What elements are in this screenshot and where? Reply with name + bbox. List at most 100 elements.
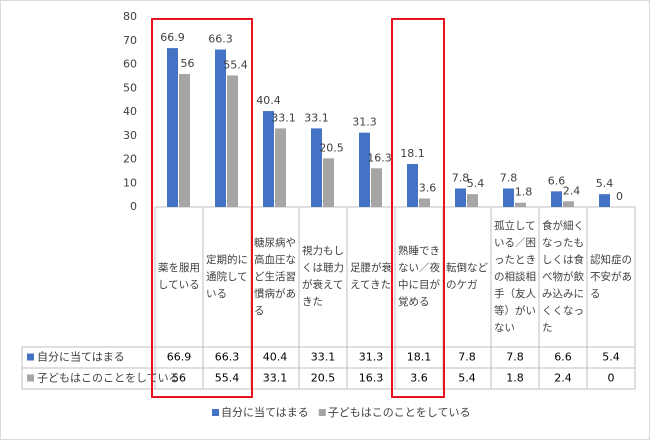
table-value: 16.3 bbox=[359, 372, 384, 385]
x-tick-label: 薬を服用している bbox=[158, 262, 200, 291]
table-value: 33.1 bbox=[263, 372, 288, 385]
table-value: 31.3 bbox=[359, 351, 384, 364]
data-label: 66.9 bbox=[160, 31, 185, 44]
legend-label: 子どもはこのことをしている bbox=[328, 406, 471, 419]
data-label: 40.4 bbox=[256, 94, 281, 107]
category-label-box: 転倒などのケガ bbox=[446, 262, 488, 291]
bar bbox=[167, 48, 178, 207]
x-tick-label: 孤立している／困ったときの相談相手（友人等）がいない bbox=[494, 219, 536, 334]
table-series-name: 自分に当てはまる bbox=[37, 350, 125, 364]
data-label: 7.8 bbox=[452, 171, 470, 184]
bar bbox=[515, 202, 526, 207]
category-label-box: 定期的に通院している bbox=[206, 253, 248, 300]
y-tick-label: 40 bbox=[123, 105, 137, 118]
data-label: 16.3 bbox=[367, 151, 392, 164]
data-label: 5.4 bbox=[467, 177, 485, 190]
bar bbox=[419, 198, 430, 207]
table-value: 33.1 bbox=[311, 351, 336, 364]
y-tick-label: 20 bbox=[123, 153, 137, 166]
data-label: 0 bbox=[616, 190, 623, 203]
data-label: 33.1 bbox=[304, 111, 329, 124]
category-label-box: 熟睡できない／夜中に目が覚める bbox=[398, 245, 440, 308]
data-label: 3.6 bbox=[419, 181, 437, 194]
category-label-box: 視力もしくは聴力が衰えてきた bbox=[302, 245, 344, 308]
table-value: 6.6 bbox=[554, 351, 572, 364]
data-label: 1.8 bbox=[515, 186, 533, 199]
data-label: 6.6 bbox=[548, 174, 566, 187]
bar bbox=[371, 168, 382, 207]
data-label: 56 bbox=[181, 57, 195, 70]
data-label: 18.1 bbox=[400, 147, 425, 160]
bar bbox=[323, 158, 334, 207]
category-label-box: 薬を服用している bbox=[158, 262, 200, 291]
table-value: 5.4 bbox=[458, 372, 476, 385]
legend-key bbox=[318, 409, 326, 416]
x-tick-label: 糖尿病や高血圧など生活習慣病がある bbox=[254, 236, 296, 317]
y-tick-label: 0 bbox=[130, 200, 137, 213]
data-label: 7.8 bbox=[500, 171, 518, 184]
x-tick-label: 視力もしくは聴力が衰えてきた bbox=[302, 245, 344, 308]
category-label-box: 糖尿病や高血圧など生活習慣病がある bbox=[254, 236, 296, 317]
data-label: 66.3 bbox=[208, 33, 233, 46]
table-value: 3.6 bbox=[410, 372, 428, 385]
bar bbox=[227, 75, 238, 207]
bar bbox=[407, 164, 418, 207]
bar bbox=[599, 194, 610, 207]
table-series-name: 子どもはこのことをしている bbox=[37, 372, 180, 385]
data-label: 20.5 bbox=[319, 141, 344, 154]
table-value: 18.1 bbox=[407, 351, 432, 364]
category-label-box: 認知症の不安がある bbox=[590, 253, 632, 300]
x-tick-label: 熟睡できない／夜中に目が覚める bbox=[398, 245, 440, 308]
bar bbox=[551, 191, 562, 207]
data-label: 31.3 bbox=[352, 116, 377, 129]
y-tick-label: 80 bbox=[123, 10, 137, 23]
table-value: 7.8 bbox=[458, 351, 476, 364]
data-label: 55.4 bbox=[223, 58, 248, 71]
table-value: 40.4 bbox=[263, 351, 288, 364]
table-value: 20.5 bbox=[311, 372, 336, 385]
table-legend-key bbox=[27, 374, 34, 382]
bar bbox=[467, 194, 478, 207]
bar bbox=[455, 188, 466, 207]
y-tick-label: 10 bbox=[123, 176, 137, 189]
table-value: 2.4 bbox=[554, 372, 572, 385]
table-legend-key bbox=[27, 353, 34, 361]
table-value: 55.4 bbox=[215, 372, 240, 385]
y-tick-label: 50 bbox=[123, 81, 137, 94]
table-value: 0 bbox=[608, 372, 615, 385]
y-tick-label: 30 bbox=[123, 129, 137, 142]
legend-key bbox=[212, 409, 219, 416]
bar bbox=[563, 201, 574, 207]
table-value: 5.4 bbox=[602, 351, 620, 364]
y-tick-label: 60 bbox=[123, 58, 137, 71]
x-tick-label: 転倒などのケガ bbox=[446, 262, 488, 291]
bar bbox=[311, 128, 322, 207]
table-value: 66.9 bbox=[167, 351, 192, 364]
table-value: 56 bbox=[172, 372, 186, 385]
data-label: 5.4 bbox=[596, 177, 614, 190]
category-label-box: 足腰が衰えてきた bbox=[350, 262, 392, 291]
y-tick-label: 70 bbox=[123, 34, 137, 47]
highlight-box bbox=[151, 18, 253, 398]
bar bbox=[503, 188, 514, 207]
bar bbox=[179, 74, 190, 207]
x-tick-label: 認知症の不安がある bbox=[590, 253, 632, 300]
bar bbox=[263, 111, 274, 207]
x-tick-label: 食が細くなったもしくは食べ物が飲み込みにくくなった bbox=[542, 219, 584, 334]
highlight-box bbox=[391, 18, 445, 398]
table-value: 66.3 bbox=[215, 351, 240, 364]
category-label-box: 孤立している／困ったときの相談相手（友人等）がいない bbox=[494, 219, 536, 334]
x-tick-label: 定期的に通院している bbox=[206, 253, 248, 300]
data-label: 2.4 bbox=[563, 184, 581, 197]
table-value: 7.8 bbox=[506, 351, 524, 364]
bar bbox=[215, 49, 226, 207]
data-label: 33.1 bbox=[271, 111, 296, 124]
bar bbox=[359, 132, 370, 207]
bar bbox=[275, 128, 286, 207]
x-tick-label: 足腰が衰えてきた bbox=[350, 262, 392, 291]
table-value: 1.8 bbox=[506, 372, 524, 385]
category-label-box: 食が細くなったもしくは食べ物が飲み込みにくくなった bbox=[542, 219, 584, 334]
legend-label: 自分に当てはまる bbox=[221, 405, 309, 419]
